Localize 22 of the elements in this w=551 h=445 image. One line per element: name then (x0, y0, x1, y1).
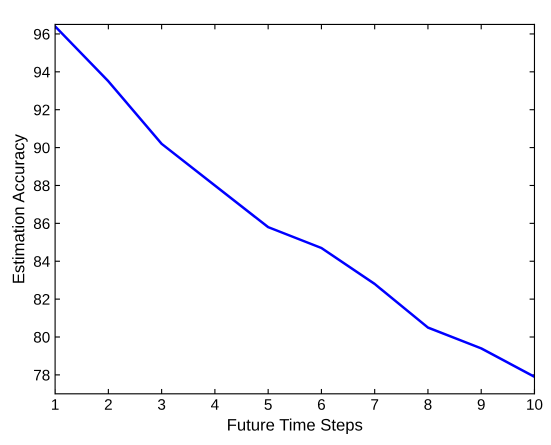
y-tick-label: 84 (34, 256, 50, 267)
x-tick-label: 6 (318, 399, 325, 410)
y-tick-label: 94 (34, 66, 50, 78)
y-tick-label: 82 (34, 294, 50, 305)
x-tick-label: 9 (478, 399, 485, 410)
y-tick-label: 92 (34, 104, 50, 116)
x-tick-label: 2 (104, 399, 112, 410)
y-tick-label: 96 (34, 28, 50, 40)
x-tick-label: 7 (371, 399, 378, 410)
y-tick-label: 78 (34, 370, 50, 381)
x-tick-label: 4 (210, 399, 219, 410)
y-tick-label: 90 (34, 142, 50, 154)
x-tick-label: 5 (264, 399, 272, 410)
x-tick-label: 3 (158, 399, 166, 410)
y-tick-label: 88 (34, 180, 50, 192)
x-tick-label: 10 (527, 399, 542, 410)
y-tick-label: 80 (34, 332, 50, 343)
x-tick-label: 1 (52, 399, 59, 410)
y-tick-label: 86 (34, 218, 50, 230)
y-axis-title: Estimation Accuracy (12, 134, 28, 283)
x-tick-label: 8 (424, 399, 432, 410)
x-axis-title: Future Time Steps (228, 418, 362, 434)
